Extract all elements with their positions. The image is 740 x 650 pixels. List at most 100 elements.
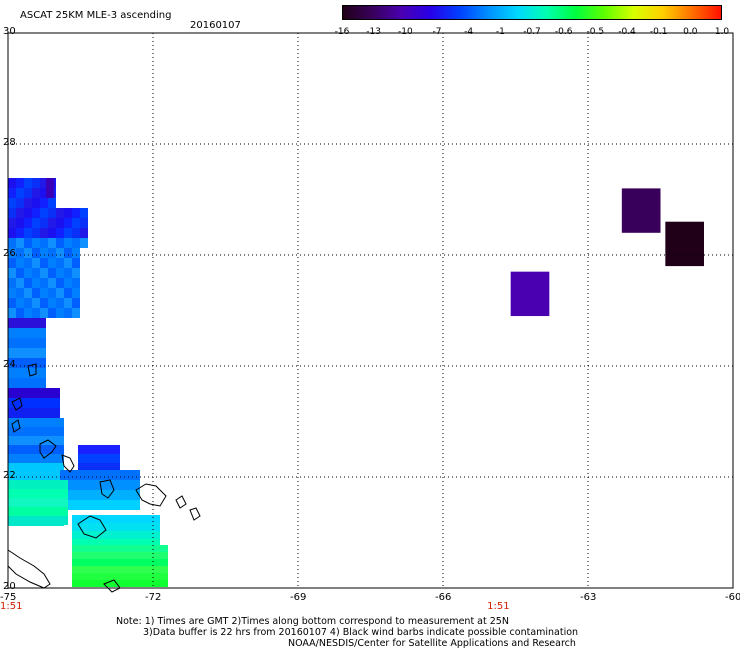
swath-cell <box>16 278 24 288</box>
swath-cell <box>40 218 48 228</box>
swath-cell <box>8 436 64 445</box>
swath-cell <box>24 238 32 248</box>
colorbar <box>342 5 722 20</box>
swath-cell <box>56 238 64 248</box>
swath-cell <box>32 188 40 198</box>
swath-cell <box>24 298 32 308</box>
swath-cell <box>40 198 48 208</box>
swath-cell <box>64 208 72 218</box>
swath-cell <box>78 454 120 463</box>
swath-cell <box>16 188 24 198</box>
colorbar-label: -4 <box>464 27 474 37</box>
swath-cell <box>72 523 160 531</box>
swath-cell <box>56 258 64 268</box>
swath-cell <box>32 308 40 318</box>
swath-cell <box>24 198 32 208</box>
data-patch <box>510 271 550 317</box>
colorbar-label: -1 <box>495 27 505 37</box>
swath-cell <box>80 218 88 228</box>
swath-cell <box>40 278 48 288</box>
y-tick-label: 28 <box>3 137 16 148</box>
colorbar-label: 0.0 <box>683 27 698 37</box>
swath-cell <box>8 198 16 208</box>
swath-cell <box>32 278 40 288</box>
swath-cell <box>80 208 88 218</box>
swath-cell <box>24 178 32 188</box>
swath-cell <box>32 208 40 218</box>
swath-cell <box>40 288 48 298</box>
swath-cell <box>8 507 68 516</box>
colorbar-label: -7 <box>432 27 442 37</box>
swath-cell <box>64 298 72 308</box>
coastline-layer <box>7 363 201 593</box>
swath-cell <box>48 198 56 208</box>
colorbar-label: -10 <box>397 27 413 37</box>
swath-cell <box>72 308 80 318</box>
graticule-grid <box>8 33 733 588</box>
swath-cell <box>24 228 32 238</box>
swath-cell <box>8 238 16 248</box>
swath-cell <box>40 298 48 308</box>
swath-cell <box>48 268 56 278</box>
swath-cell <box>72 580 168 587</box>
time-label: 1:51 <box>487 601 510 612</box>
swath-cell <box>8 258 16 268</box>
swath-cell <box>64 218 72 228</box>
swath-cell <box>48 278 56 288</box>
swath-cell <box>64 258 72 268</box>
swath-cell <box>72 559 168 566</box>
swath-cell <box>8 489 68 498</box>
x-tick-label: -66 <box>435 592 452 603</box>
swath-cell <box>64 248 72 258</box>
swath-cell <box>16 298 24 308</box>
data-patches-layer <box>510 188 704 317</box>
swath-cell <box>78 445 120 454</box>
swath-cell <box>16 288 24 298</box>
swath-cell <box>8 463 64 472</box>
coastline-andros <box>39 439 57 459</box>
swath-cell <box>40 238 48 248</box>
swath-cell <box>8 208 16 218</box>
data-patch <box>665 221 704 267</box>
swath-cell <box>32 228 40 238</box>
swath-cell <box>40 208 48 218</box>
swath-cell <box>40 248 48 258</box>
swath-cell <box>16 178 24 188</box>
swath-cell <box>72 531 160 539</box>
swath-cell <box>8 480 68 489</box>
y-tick-label: 30 <box>3 26 16 37</box>
swath-cell <box>8 498 68 507</box>
swath-cell <box>16 268 24 278</box>
swath-cell <box>56 208 64 218</box>
swath-cell <box>24 268 32 278</box>
swath-cell <box>64 288 72 298</box>
swath-cell <box>72 515 160 523</box>
swath-cell <box>56 278 64 288</box>
swath-cell <box>32 268 40 278</box>
swath-cell <box>48 238 56 248</box>
y-tick-label: 26 <box>3 248 16 259</box>
swath-cell <box>56 268 64 278</box>
swath-cell <box>8 378 46 388</box>
coastline-cuba <box>7 549 51 589</box>
swath-data-layer <box>8 178 168 587</box>
swath-cell <box>48 218 56 228</box>
colorbar-label: -0.1 <box>649 27 668 37</box>
swath-cell <box>32 178 40 188</box>
x-tick-label: -69 <box>290 592 307 603</box>
swath-cell <box>24 208 32 218</box>
data-patch <box>621 188 661 233</box>
coastline-acklins <box>99 479 115 499</box>
swath-cell <box>8 398 60 408</box>
swath-cell <box>72 573 168 580</box>
swath-cell <box>64 268 72 278</box>
swath-cell <box>32 198 40 208</box>
swath-cell <box>48 228 56 238</box>
swath-cell <box>16 228 24 238</box>
swath-cell <box>56 308 64 318</box>
swath-cell <box>64 228 72 238</box>
swath-cell <box>8 418 64 427</box>
swath-cell <box>64 278 72 288</box>
swath-cell <box>16 308 24 318</box>
coastline-inagua <box>135 483 167 507</box>
